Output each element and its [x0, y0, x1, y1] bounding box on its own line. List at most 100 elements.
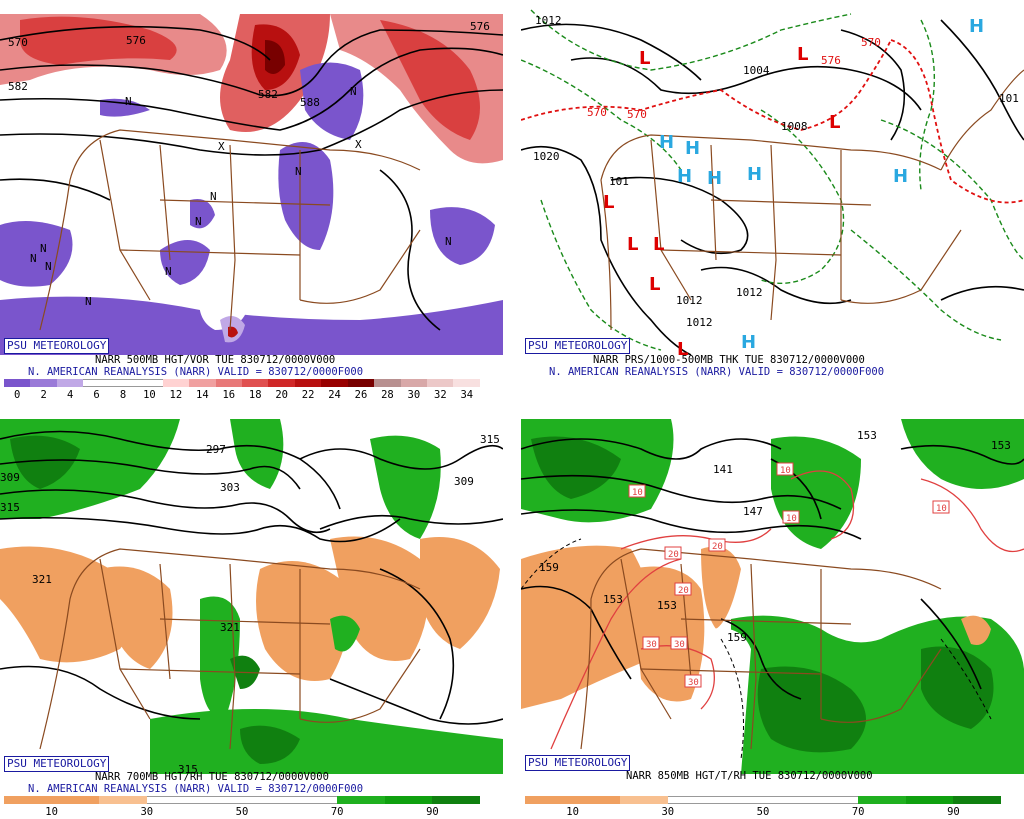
panel-700mb-hgt-rh: 297 303 309 315 309 321 321 315 315 PSU … — [0, 419, 503, 819]
contour-label: 576 — [126, 34, 146, 47]
low-pressure-marker: L — [677, 339, 688, 355]
colorbar-segment — [56, 379, 84, 387]
colorbar-segment — [810, 796, 859, 804]
colorbar-tick-label: 16 — [222, 389, 236, 401]
colorbar-segment — [374, 379, 401, 387]
vort-min-marker: N — [295, 165, 302, 178]
low-pressure-marker: L — [829, 112, 840, 133]
contour-label: 153 — [603, 593, 623, 606]
colorbar-segment — [30, 379, 57, 387]
vort-min-marker: N — [165, 265, 172, 278]
vort-min-marker: N — [210, 190, 217, 203]
colorbar-segment — [525, 796, 573, 804]
colorbar-segment — [136, 379, 163, 387]
vort-min-marker: N — [85, 295, 92, 308]
colorbar-segment — [384, 796, 433, 804]
contour-label: 321 — [220, 621, 240, 634]
contour-label: 297 — [206, 443, 226, 456]
colorbar-tick-label: 20 — [275, 389, 288, 401]
contour-label: 315 — [480, 433, 500, 446]
colorbar-segment — [215, 379, 242, 387]
colorbar-segment — [162, 379, 190, 387]
isobar-label: 1004 — [743, 64, 770, 77]
isobar-label: 101 — [999, 92, 1019, 105]
isobar-label: 1012 — [676, 294, 703, 307]
colorbar-segment — [715, 796, 763, 804]
svg-text:30: 30 — [646, 640, 657, 650]
colorbar-segment — [620, 796, 668, 804]
colorbar-tick-label: 18 — [248, 389, 262, 401]
svg-text:20: 20 — [678, 586, 689, 596]
isobar-label: 1020 — [533, 150, 560, 163]
panel-valid-line: N. AMERICAN REANALYSIS (NARR) VALID = 83… — [549, 366, 885, 378]
thickness-label: 570 — [587, 106, 607, 119]
panel-title: NARR 500MB HGT/VOR TUE 830712/0000V000 — [95, 354, 336, 366]
contour-label: 153 — [857, 429, 877, 442]
colorbar-segment — [83, 379, 110, 387]
low-pressure-marker: L — [649, 274, 660, 295]
svg-text:10: 10 — [936, 504, 947, 514]
svg-text:30: 30 — [674, 640, 685, 650]
rh-colorbar — [4, 796, 480, 804]
colorbar-segment — [762, 796, 811, 804]
vorticity-map: 570 582 576 582 588 576 N N N N N N N N … — [0, 0, 503, 355]
colorbar-tick-label: 30 — [140, 806, 154, 818]
contour-label: 582 — [258, 88, 278, 101]
colorbar-segment — [4, 379, 31, 387]
vort-min-marker: N — [30, 252, 37, 265]
psu-meteorology-badge: PSU METEOROLOGY — [4, 338, 110, 354]
colorbar-segment — [109, 379, 137, 387]
isobar-label: 101 — [609, 175, 629, 188]
colorbar-segment — [194, 796, 242, 804]
thickness-label: 570 — [861, 36, 881, 49]
vort-min-marker: N — [125, 95, 132, 108]
colorbar-segment — [347, 379, 375, 387]
contour-label: 321 — [32, 573, 52, 586]
colorbar-tick-label: 32 — [434, 389, 447, 401]
colorbar-ticks: 10 30 50 70 90 — [4, 806, 480, 818]
svg-text:10: 10 — [780, 466, 791, 476]
colorbar-segment — [667, 796, 716, 804]
colorbar-tick-label: 28 — [381, 389, 394, 401]
panel-500mb-hgt-vor: 570 582 576 582 588 576 N N N N N N N N … — [0, 0, 503, 401]
vort-min-marker: N — [40, 242, 47, 255]
psu-meteorology-badge: PSU METEOROLOGY — [525, 338, 631, 354]
colorbar-tick-label: 70 — [330, 806, 344, 818]
vort-max-marker: X — [218, 140, 225, 153]
contour-label: 315 — [178, 763, 198, 774]
isobar-label: 1012 — [736, 286, 763, 299]
svg-text:10: 10 — [632, 488, 643, 498]
low-pressure-marker: L — [603, 192, 614, 213]
colorbar-tick-label: 30 — [661, 806, 675, 818]
colorbar-tick-label: 10 — [45, 806, 58, 818]
colorbar-tick-label: 34 — [460, 389, 474, 401]
colorbar-segment — [99, 796, 147, 804]
vort-min-marker: N — [195, 215, 202, 228]
colorbar-tick-label: 24 — [328, 389, 341, 401]
panel-valid-line: N. AMERICAN REANALYSIS (NARR) VALID = 83… — [28, 366, 364, 378]
panel-title: NARR 700MB HGT/RH TUE 830712/0000V000 — [95, 771, 329, 783]
colorbar-tick-label: 30 — [407, 389, 421, 401]
contour-label: 159 — [727, 631, 747, 644]
contour-label: 147 — [743, 505, 763, 518]
contour-label: 309 — [0, 471, 20, 484]
colorbar-segment — [427, 379, 454, 387]
vort-min-marker: N — [45, 260, 52, 273]
high-pressure-marker: H — [707, 168, 722, 189]
svg-text:10: 10 — [786, 514, 797, 524]
colorbar-tick-label: 90 — [947, 806, 960, 818]
colorbar-segment — [241, 796, 290, 804]
isobar-label: 1012 — [535, 14, 562, 27]
vorticity-colorbar — [4, 379, 480, 387]
psu-meteorology-badge: PSU METEOROLOGY — [4, 756, 110, 772]
contour-label: 315 — [0, 501, 20, 514]
high-pressure-marker: H — [893, 166, 908, 187]
contour-label: 141 — [713, 463, 733, 476]
rh-700mb-map: 297 303 309 315 309 321 321 315 315 — [0, 419, 503, 774]
colorbar-segment — [858, 796, 906, 804]
thickness-label: 570 — [627, 108, 647, 121]
colorbar-tick-label: 22 — [301, 389, 315, 401]
colorbar-tick-label: 4 — [66, 389, 74, 401]
high-pressure-marker: H — [685, 138, 700, 159]
colorbar-segment — [289, 796, 338, 804]
